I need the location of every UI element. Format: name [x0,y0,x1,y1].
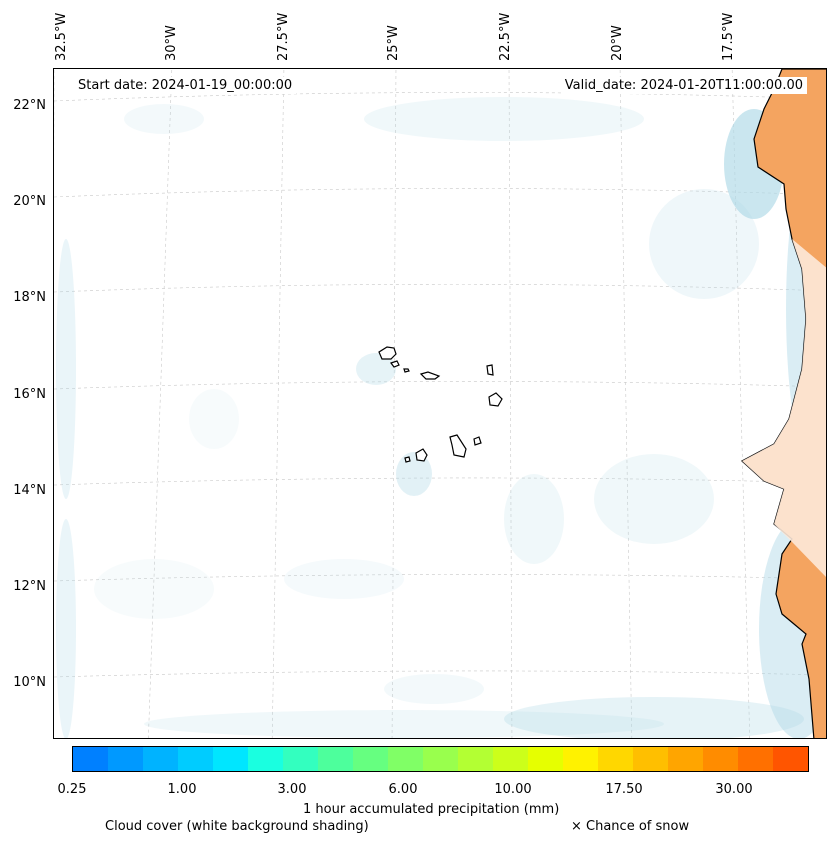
colorbar-tick-1-00: 1.00 [167,782,197,797]
colorbar-segment-17 [668,747,703,771]
cloud-cover-shading [56,97,826,738]
lat-label-20n: 20°N [13,194,46,209]
map-canvas[interactable] [54,69,827,739]
island-santiago [449,434,467,458]
island-sao-nicolau [419,371,441,380]
colorbar-tick-30-00: 30.00 [715,782,753,797]
island-brava [404,456,411,463]
colorbar-segment-5 [248,747,283,771]
island-santo-antao [378,346,397,360]
precipitation-colorbar [72,746,809,772]
lat-label-16n: 16°N [13,387,46,402]
map-panel[interactable]: Start date: 2024-01-19_00:00:00 Valid_da… [53,68,827,739]
colorbar-tick-6-00: 6.00 [388,782,418,797]
colorbar-segment-3 [178,747,213,771]
lon-label-27-5w: 27.5°W [276,12,291,61]
colorbar-segment-16 [633,747,668,771]
lat-label-22n: 22°N [13,98,46,113]
snow-chance-legend: × Chance of snow [571,819,690,834]
colorbar-segment-2 [143,747,178,771]
gridlines [54,69,826,738]
lon-label-22-5w: 22.5°W [498,12,513,61]
lat-label-12n: 12°N [13,579,46,594]
island-santa-luzia [403,368,410,373]
coastal-pale-band [742,239,826,577]
colorbar-segment-13 [528,747,563,771]
lat-label-14n: 14°N [13,483,46,498]
lon-label-32-5w: 32.5°W [54,12,69,61]
valid-date-label: Valid_date: 2024-01-20T11:00:00.00 [560,77,807,94]
lat-label-10n: 10°N [13,675,46,690]
lat-label-18n: 18°N [13,290,46,305]
colorbar-segment-0 [73,747,108,771]
lon-label-17-5w: 17.5°W [721,12,736,61]
colorbar-segment-9 [388,747,423,771]
colorbar-segment-6 [283,747,318,771]
colorbar-segment-1 [108,747,143,771]
colorbar-segment-10 [423,747,458,771]
island-fogo [415,448,428,462]
colorbar-segment-7 [318,747,353,771]
colorbar-segment-19 [738,747,773,771]
start-date-label: Start date: 2024-01-19_00:00:00 [74,77,297,94]
lon-label-30w: 30°W [164,25,179,61]
cloud-cover-legend: Cloud cover (white background shading) [105,819,369,834]
colorbar-segment-11 [458,747,493,771]
island-sao-vicente [390,360,400,368]
cape-verde-islands [378,346,503,463]
colorbar-segment-15 [598,747,633,771]
colorbar-segment-12 [493,747,528,771]
colorbar-segment-4 [213,747,248,771]
island-boa-vista [488,392,503,407]
colorbar-tick-10-00: 10.00 [494,782,532,797]
colorbar-segment-8 [353,747,388,771]
island-sal [486,364,494,376]
colorbar-segment-14 [563,747,598,771]
colorbar-segment-20 [773,747,808,771]
colorbar-segment-18 [703,747,738,771]
colorbar-tick-0-25: 0.25 [57,782,87,797]
colorbar-tick-3-00: 3.00 [277,782,307,797]
lon-label-25w: 25°W [386,25,401,61]
colorbar-title: 1 hour accumulated precipitation (mm) [303,802,560,817]
island-maio [473,436,482,446]
colorbar-tick-17-50: 17.50 [605,782,643,797]
lon-label-20w: 20°W [610,25,625,61]
